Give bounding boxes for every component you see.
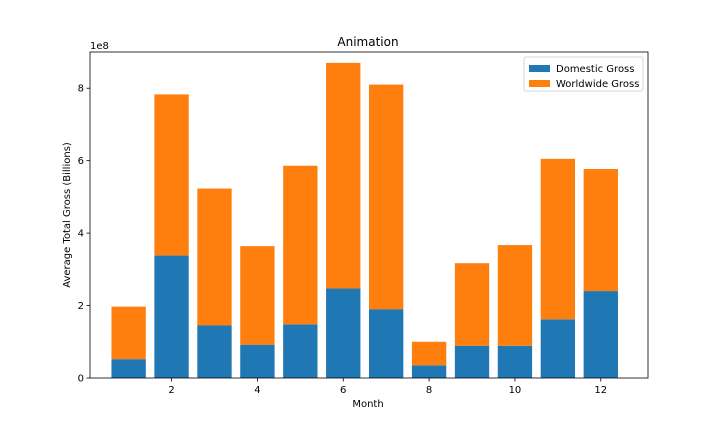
legend-label-worldwide-gross: Worldwide Gross [556,79,639,90]
bar-domestic-gross-10 [497,345,533,378]
legend-box [523,56,644,92]
y-tick-label-0: 0 [78,374,84,385]
bar-domestic-gross-8 [411,365,447,378]
bar-worldwide-gross-1 [111,306,146,360]
bar-worldwide-gross-8 [411,341,447,366]
y-tick-label-1: 2 [78,301,84,312]
bar-worldwide-gross-3 [197,188,232,326]
x-axis-ticks: 2 4 6 8 10 12 [168,378,607,396]
bar-worldwide-gross-11 [540,158,576,320]
bar-worldwide-gross-5 [283,165,318,325]
legend-label-domestic-gross: Domestic Gross [556,64,634,75]
x-tick-label-2: 2 [168,385,174,396]
bar-worldwide-gross-9 [454,263,490,346]
x-tick-label-4: 4 [254,385,260,396]
chart-title: Animation [337,35,398,49]
bar-domestic-gross-2 [154,255,189,378]
bar-worldwide-gross-7 [369,84,404,310]
legend-swatch-worldwide-gross [529,80,550,87]
bar-domestic-gross-9 [454,345,490,378]
bar-domestic-gross-1 [111,359,146,378]
legend-swatch-domestic-gross [529,65,550,72]
x-tick-label-12: 12 [594,385,607,396]
bar-worldwide-gross-6 [326,62,361,289]
bar-domestic-gross-6 [326,288,361,378]
bar-worldwide-gross-4 [240,246,275,345]
bar-worldwide-gross-12 [583,169,618,292]
bar-domestic-gross-4 [240,344,275,378]
y-tick-label-2: 4 [78,229,84,240]
x-tick-label-6: 6 [340,385,346,396]
bar-domestic-gross-12 [583,291,618,378]
y-tick-label-4: 8 [78,84,84,95]
y-axis-ticks: 0 2 4 6 8 [78,84,90,385]
x-axis-label: Month [352,399,383,410]
x-tick-label-10: 10 [509,385,522,396]
bars-group [111,62,618,378]
plot-frame [89,51,649,379]
x-tick-label-8: 8 [426,385,432,396]
bar-domestic-gross-3 [197,325,232,378]
y-offset-label: 1e8 [90,41,109,52]
bar-worldwide-gross-10 [497,245,533,346]
legend: Domestic Gross Worldwide Gross [523,56,644,92]
bar-worldwide-gross-2 [154,94,189,256]
y-axis-label: Average Total Gross (Billions) [62,142,73,288]
bar-domestic-gross-7 [369,309,404,378]
y-tick-label-3: 6 [78,156,84,167]
bar-domestic-gross-5 [283,324,318,378]
bar-domestic-gross-11 [540,319,576,378]
